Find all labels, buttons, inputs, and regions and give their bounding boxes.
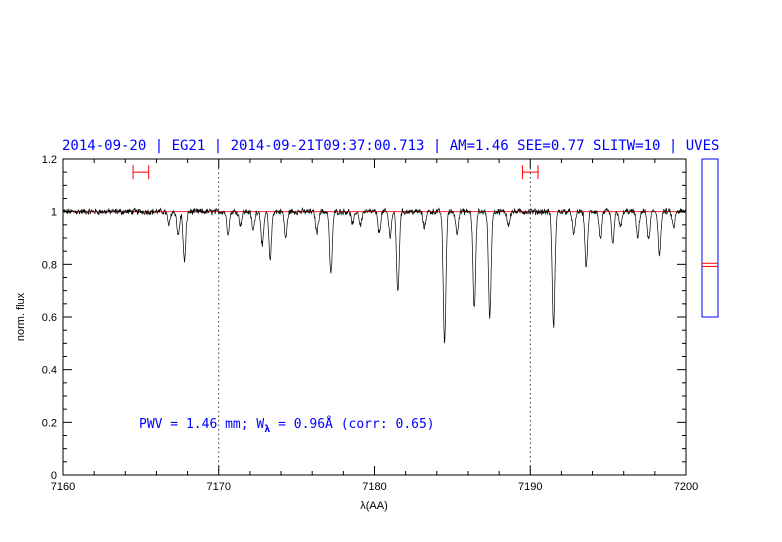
y-tick-label: 0.8 — [42, 259, 57, 271]
x-tick-label: 7190 — [518, 481, 542, 493]
range-marker — [521, 165, 539, 180]
indicator-frame — [701, 158, 719, 318]
spectrum-line-layer — [62, 207, 687, 344]
axis-ticks: 7160 7170 7180 7190 7200 0 0.2 0.4 0.6 0.8 1 1.2 — [42, 154, 699, 493]
annotation-suffix: = 0.96Å (corr: 0.65) — [270, 416, 434, 432]
y-tick-label: 0.2 — [42, 417, 57, 429]
y-tick-label: 1.2 — [42, 154, 57, 166]
x-axis-label: λ(AA) — [360, 500, 388, 512]
x-tick-label: 7160 — [51, 481, 75, 493]
y-axis-label: norm. flux — [15, 292, 27, 341]
chart-title: 2014-09-20 | EG21 | 2014-09-21T09:37:00.… — [62, 138, 719, 154]
side-indicator-box — [701, 158, 719, 318]
y-tick-label: 0.6 — [42, 312, 57, 324]
annotation-subscript: λ — [264, 424, 270, 435]
x-tick-label: 7180 — [362, 481, 386, 493]
pwv-annotation: PWV = 1.46 mm; Wλ = 0.96Å (corr: 0.65) — [139, 416, 435, 435]
x-tick-label: 7170 — [207, 481, 231, 493]
range-marker — [132, 165, 150, 180]
y-tick-label: 1 — [51, 207, 57, 219]
x-tick-label: 7200 — [674, 481, 698, 493]
spectrum-line — [62, 207, 687, 344]
y-tick-label: 0.4 — [42, 365, 57, 377]
range-markers — [132, 165, 539, 180]
y-tick-label: 0 — [51, 470, 57, 482]
annotation-prefix: PWV = 1.46 mm; W — [139, 417, 264, 432]
reference-lines — [218, 159, 531, 475]
